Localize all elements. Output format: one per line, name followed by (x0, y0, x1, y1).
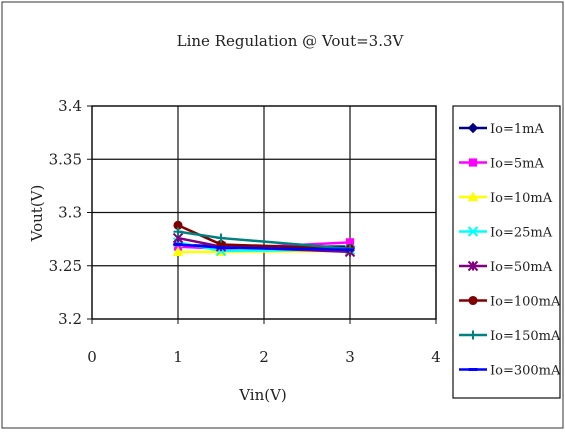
legend-marker (468, 158, 478, 167)
x-axis-label: Vin(V) (238, 386, 287, 404)
legend-marker (468, 295, 478, 306)
legend-label: Io=5mA (490, 157, 544, 172)
marker-x-stroke (467, 226, 479, 237)
x-tick-label: 3 (345, 348, 355, 366)
legend-marker (468, 330, 478, 340)
marker-square (468, 158, 478, 167)
legend-item: Io=25mA (459, 226, 553, 241)
y-tick-label: 3.2 (58, 310, 82, 328)
data-point (216, 233, 226, 243)
legend-item: Io=100mA (459, 295, 561, 310)
legend-label: Io=10mA (490, 191, 553, 206)
y-tick-label: 3.3 (58, 204, 82, 222)
x-tick-label: 1 (173, 348, 183, 366)
legend-label: Io=25mA (490, 226, 553, 241)
legend-box (452, 105, 561, 399)
legend-item: Io=10mA (459, 191, 553, 206)
marker-triangle (172, 246, 184, 257)
legend: Io=1mA Io=5mA Io=10mA Io=25mA Io=50mA Io=100m… (452, 105, 561, 399)
legend-item: Io=5mA (459, 157, 544, 172)
legend-label: Io=100mA (490, 295, 561, 310)
data-point (173, 227, 183, 237)
legend-marker (467, 191, 479, 202)
series-io-300ma (173, 242, 355, 252)
y-axis-label: Vout(V) (28, 185, 46, 243)
legend-marker (467, 122, 479, 134)
legend-marker (467, 226, 479, 237)
legend-label: Io=300mA (490, 364, 561, 379)
y-tick-label: 3.25 (49, 257, 82, 275)
data-point (172, 246, 184, 257)
y-tick-label: 3.4 (58, 97, 82, 115)
x-tick-label: 4 (431, 348, 441, 366)
marker-circle (468, 295, 478, 306)
marker-triangle (467, 191, 479, 202)
legend-marker (467, 260, 479, 272)
legend-label: Io=150mA (490, 329, 561, 344)
plot-area: 0 1 2 3 4 3.2 3.25 3.3 3.35 3.4 (49, 97, 441, 366)
y-tick-label: 3.35 (49, 150, 82, 168)
x-tick-label: 2 (259, 348, 269, 366)
legend-label: Io=50mA (490, 260, 553, 275)
legend-item: Io=300mA (459, 364, 561, 379)
legend-item: Io=1mA (459, 122, 544, 137)
legend-label: Io=1mA (490, 122, 544, 137)
chart-title: Line Regulation @ Vout=3.3V (177, 32, 405, 50)
marker-diamond (467, 122, 479, 134)
legend-item: Io=150mA (459, 329, 561, 344)
legend-item: Io=50mA (459, 260, 553, 275)
x-tick-label: 0 (87, 348, 97, 366)
